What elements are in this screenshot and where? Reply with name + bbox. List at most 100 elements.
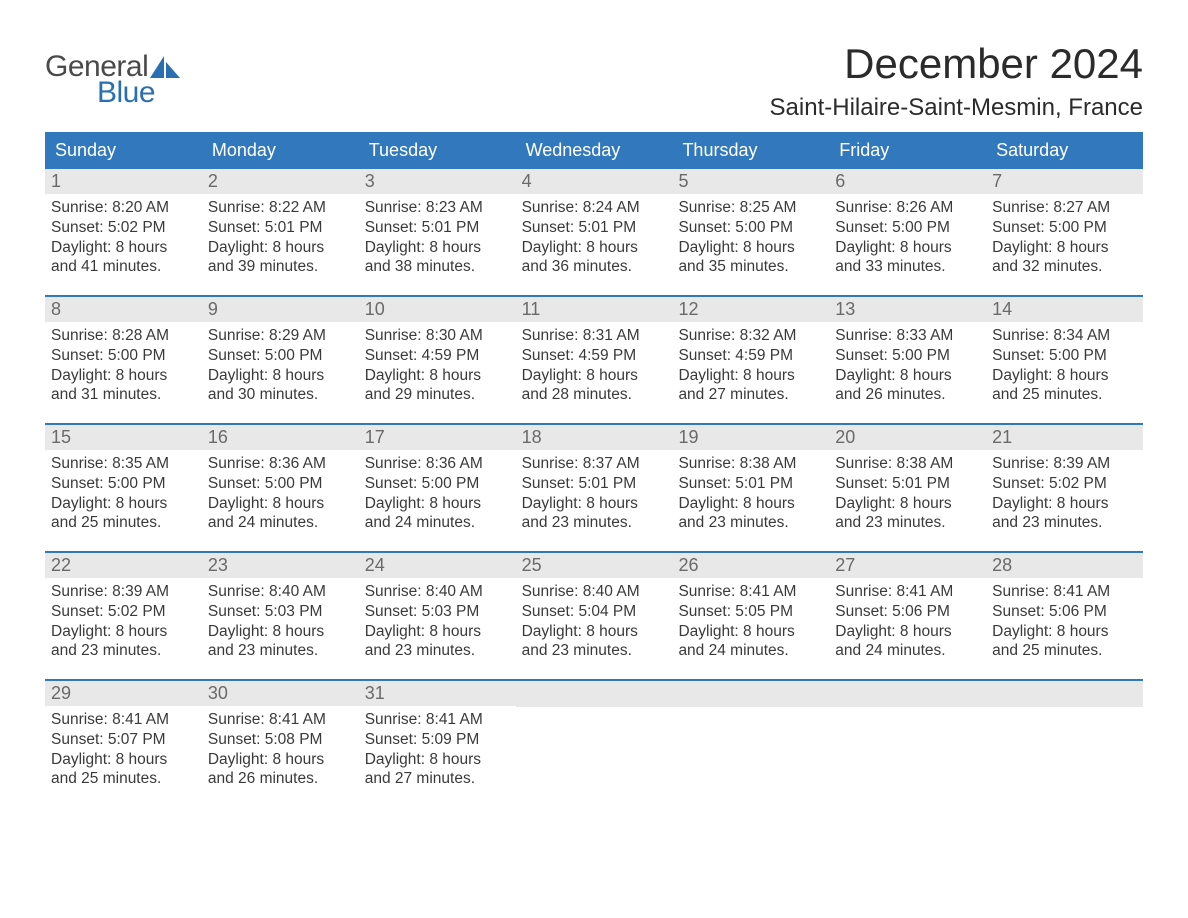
day-body: Sunrise: 8:39 AMSunset: 5:02 PMDaylight:… — [45, 578, 202, 667]
calendar-day: 20Sunrise: 8:38 AMSunset: 5:01 PMDayligh… — [829, 425, 986, 551]
day-number: 15 — [45, 425, 202, 450]
day-number: 24 — [359, 553, 516, 578]
day-sunset: Sunset: 5:02 PM — [51, 602, 196, 622]
day-sunset: Sunset: 5:02 PM — [51, 218, 196, 238]
day-sunrise: Sunrise: 8:24 AM — [522, 198, 667, 218]
day-body: Sunrise: 8:37 AMSunset: 5:01 PMDaylight:… — [516, 450, 673, 539]
day-number: 4 — [516, 169, 673, 194]
day-body: Sunrise: 8:23 AMSunset: 5:01 PMDaylight:… — [359, 194, 516, 283]
day-day2: and 25 minutes. — [992, 641, 1137, 661]
day-day1: Daylight: 8 hours — [992, 494, 1137, 514]
calendar-day: 16Sunrise: 8:36 AMSunset: 5:00 PMDayligh… — [202, 425, 359, 551]
calendar-day: 5Sunrise: 8:25 AMSunset: 5:00 PMDaylight… — [672, 169, 829, 295]
day-number: 10 — [359, 297, 516, 322]
day-sunset: Sunset: 5:02 PM — [992, 474, 1137, 494]
day-sunrise: Sunrise: 8:36 AM — [365, 454, 510, 474]
calendar-day — [516, 681, 673, 807]
day-number: 14 — [986, 297, 1143, 322]
day-day2: and 29 minutes. — [365, 385, 510, 405]
day-sunrise: Sunrise: 8:34 AM — [992, 326, 1137, 346]
calendar-day: 18Sunrise: 8:37 AMSunset: 5:01 PMDayligh… — [516, 425, 673, 551]
day-sunset: Sunset: 5:01 PM — [208, 218, 353, 238]
day-number: 5 — [672, 169, 829, 194]
day-sunset: Sunset: 5:09 PM — [365, 730, 510, 750]
calendar-day: 15Sunrise: 8:35 AMSunset: 5:00 PMDayligh… — [45, 425, 202, 551]
day-day1: Daylight: 8 hours — [678, 238, 823, 258]
calendar-day: 29Sunrise: 8:41 AMSunset: 5:07 PMDayligh… — [45, 681, 202, 807]
day-day2: and 30 minutes. — [208, 385, 353, 405]
day-day1: Daylight: 8 hours — [365, 750, 510, 770]
day-sunset: Sunset: 5:00 PM — [365, 474, 510, 494]
day-sunrise: Sunrise: 8:41 AM — [208, 710, 353, 730]
calendar-day: 24Sunrise: 8:40 AMSunset: 5:03 PMDayligh… — [359, 553, 516, 679]
day-body: Sunrise: 8:40 AMSunset: 5:03 PMDaylight:… — [202, 578, 359, 667]
day-day2: and 25 minutes. — [51, 769, 196, 789]
calendar-day: 6Sunrise: 8:26 AMSunset: 5:00 PMDaylight… — [829, 169, 986, 295]
day-body: Sunrise: 8:26 AMSunset: 5:00 PMDaylight:… — [829, 194, 986, 283]
calendar-day — [672, 681, 829, 807]
day-body: Sunrise: 8:25 AMSunset: 5:00 PMDaylight:… — [672, 194, 829, 283]
day-day1: Daylight: 8 hours — [678, 494, 823, 514]
day-day1: Daylight: 8 hours — [678, 366, 823, 386]
calendar-day: 12Sunrise: 8:32 AMSunset: 4:59 PMDayligh… — [672, 297, 829, 423]
day-body: Sunrise: 8:32 AMSunset: 4:59 PMDaylight:… — [672, 322, 829, 411]
day-number: 11 — [516, 297, 673, 322]
day-day1: Daylight: 8 hours — [208, 366, 353, 386]
day-number: 12 — [672, 297, 829, 322]
day-number: 6 — [829, 169, 986, 194]
calendar-day: 2Sunrise: 8:22 AMSunset: 5:01 PMDaylight… — [202, 169, 359, 295]
calendar-day: 22Sunrise: 8:39 AMSunset: 5:02 PMDayligh… — [45, 553, 202, 679]
weekday-header: Friday — [829, 132, 986, 169]
day-day2: and 25 minutes. — [992, 385, 1137, 405]
day-sunrise: Sunrise: 8:26 AM — [835, 198, 980, 218]
day-number: 17 — [359, 425, 516, 450]
day-day2: and 33 minutes. — [835, 257, 980, 277]
day-sunrise: Sunrise: 8:41 AM — [365, 710, 510, 730]
calendar: SundayMondayTuesdayWednesdayThursdayFrid… — [45, 132, 1143, 807]
day-number: 22 — [45, 553, 202, 578]
day-number — [516, 681, 673, 707]
day-number: 25 — [516, 553, 673, 578]
day-day2: and 23 minutes. — [992, 513, 1137, 533]
calendar-day: 27Sunrise: 8:41 AMSunset: 5:06 PMDayligh… — [829, 553, 986, 679]
day-number: 27 — [829, 553, 986, 578]
day-sunset: Sunset: 4:59 PM — [365, 346, 510, 366]
day-number: 1 — [45, 169, 202, 194]
day-number: 16 — [202, 425, 359, 450]
day-sunrise: Sunrise: 8:32 AM — [678, 326, 823, 346]
day-sunset: Sunset: 5:01 PM — [522, 218, 667, 238]
day-day2: and 27 minutes. — [365, 769, 510, 789]
calendar-day — [986, 681, 1143, 807]
day-day1: Daylight: 8 hours — [522, 366, 667, 386]
logo: General Blue — [45, 40, 180, 110]
day-body: Sunrise: 8:38 AMSunset: 5:01 PMDaylight:… — [672, 450, 829, 539]
calendar-day: 30Sunrise: 8:41 AMSunset: 5:08 PMDayligh… — [202, 681, 359, 807]
day-sunrise: Sunrise: 8:38 AM — [678, 454, 823, 474]
day-number: 20 — [829, 425, 986, 450]
weekday-header: Thursday — [672, 132, 829, 169]
day-sunset: Sunset: 5:00 PM — [51, 474, 196, 494]
calendar-day: 13Sunrise: 8:33 AMSunset: 5:00 PMDayligh… — [829, 297, 986, 423]
day-day1: Daylight: 8 hours — [992, 238, 1137, 258]
day-day2: and 23 minutes. — [51, 641, 196, 661]
day-sunset: Sunset: 5:08 PM — [208, 730, 353, 750]
day-number: 29 — [45, 681, 202, 706]
day-sunrise: Sunrise: 8:30 AM — [365, 326, 510, 346]
day-day2: and 24 minutes. — [678, 641, 823, 661]
logo-text-blue: Blue — [97, 76, 180, 110]
day-body: Sunrise: 8:39 AMSunset: 5:02 PMDaylight:… — [986, 450, 1143, 539]
day-number — [986, 681, 1143, 707]
day-number: 26 — [672, 553, 829, 578]
calendar-day: 28Sunrise: 8:41 AMSunset: 5:06 PMDayligh… — [986, 553, 1143, 679]
day-number: 9 — [202, 297, 359, 322]
day-day1: Daylight: 8 hours — [208, 238, 353, 258]
day-day2: and 27 minutes. — [678, 385, 823, 405]
weekday-header-row: SundayMondayTuesdayWednesdayThursdayFrid… — [45, 132, 1143, 169]
day-day1: Daylight: 8 hours — [51, 238, 196, 258]
day-day2: and 23 minutes. — [522, 513, 667, 533]
day-day1: Daylight: 8 hours — [992, 366, 1137, 386]
day-sunrise: Sunrise: 8:37 AM — [522, 454, 667, 474]
calendar-day: 25Sunrise: 8:40 AMSunset: 5:04 PMDayligh… — [516, 553, 673, 679]
day-sunset: Sunset: 5:06 PM — [835, 602, 980, 622]
page-title: December 2024 — [770, 40, 1143, 88]
